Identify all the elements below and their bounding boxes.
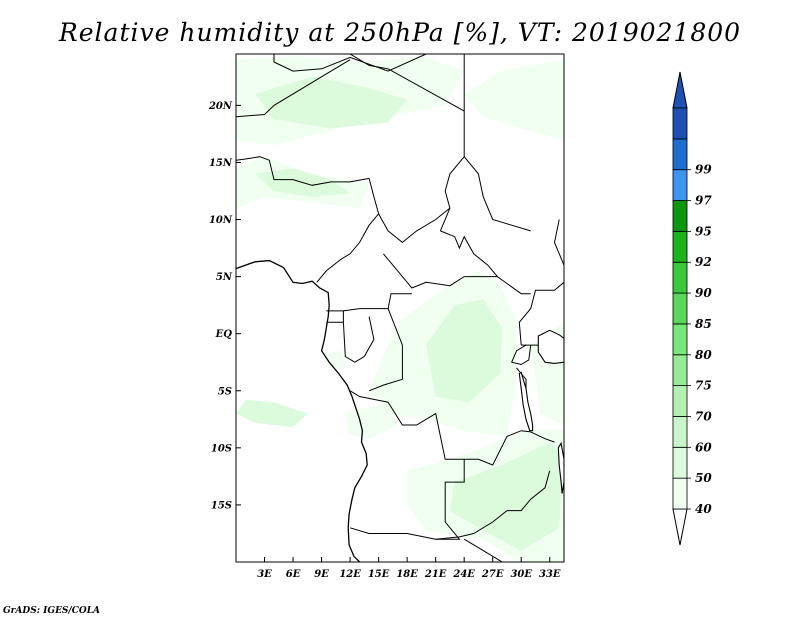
colorbar-segment: [672, 416, 688, 448]
colorbar-segment: [672, 354, 688, 387]
credit-label: GrADS: IGES/COLA: [3, 606, 100, 616]
humidity-region-congo-core: [426, 299, 503, 403]
x-tick-label: 33E: [539, 569, 561, 580]
x-tick-label: 18E: [396, 569, 418, 580]
lake-outline: [557, 441, 564, 494]
colorbar-segment: [672, 200, 688, 232]
border-line: [236, 59, 351, 118]
x-tick-label: 6E: [286, 569, 301, 580]
colorbar-label: 97: [695, 194, 712, 208]
colorbar-low-arrow: [672, 508, 688, 546]
colorbar-high-arrow: [672, 71, 688, 109]
humidity-region-sahel-mid-band: [255, 76, 408, 129]
y-axis: 20N 15N 10N 5N EQ 5S 10S 15S: [208, 101, 241, 511]
y-tick-label: 15S: [211, 500, 232, 511]
humidity-field: [236, 56, 564, 562]
colorbar-segment: [672, 261, 688, 294]
border-line: [440, 230, 498, 277]
lake-outline: [518, 371, 534, 432]
border-line: [273, 54, 427, 72]
lakes: [518, 329, 564, 494]
colorbar-label: 85: [695, 317, 712, 331]
map-border: [235, 53, 565, 563]
x-tick-label: 24E: [452, 569, 475, 580]
y-tick-label: 10N: [209, 215, 233, 226]
border-line: [236, 156, 370, 186]
border-line: [511, 344, 532, 366]
humidity-region-northeast-band: [464, 59, 564, 140]
colorbar-segment: [672, 385, 688, 417]
border-line: [463, 538, 503, 562]
border-line: [463, 156, 531, 232]
border-line: [518, 281, 564, 346]
colorbar-label: 75: [695, 379, 712, 393]
coastline: [236, 259, 368, 562]
x-tick-label: 21E: [424, 569, 447, 580]
colorbar-segment: [672, 138, 688, 171]
y-tick-label: 10S: [211, 443, 232, 454]
coastline-line: [236, 259, 368, 562]
country-borders: [236, 54, 564, 562]
border-line: [316, 178, 380, 283]
border-line: [342, 316, 375, 363]
colorbar-label: 70: [695, 409, 712, 423]
x-axis: 3E 6E 9E 12E 15E 18E 21E 24E 27E 30E 33E: [257, 557, 561, 580]
colorbar-label: 60: [695, 440, 712, 454]
x-tick-label: 3E: [257, 569, 272, 580]
y-tick-label: EQ: [215, 329, 233, 340]
y-tick-label: 15N: [209, 158, 233, 169]
border-line: [378, 207, 451, 244]
x-tick-label: 15E: [368, 569, 390, 580]
border-line: [349, 390, 465, 460]
colorbar-segment: [672, 169, 688, 201]
border-line: [326, 293, 412, 312]
colorbar-label: 92: [695, 255, 712, 269]
colorbar-label: 50: [695, 471, 712, 485]
lake-outline: [537, 329, 564, 364]
humidity-region-ocean-patch: [236, 399, 308, 428]
colorbar-segment: [672, 477, 688, 510]
humidity-region-zambia-core: [449, 442, 564, 551]
x-tick-label: 12E: [339, 569, 361, 580]
border-line: [368, 308, 403, 392]
y-tick-label: 5N: [216, 272, 233, 283]
border-line: [553, 219, 564, 266]
x-tick-label: 30E: [510, 569, 532, 580]
y-tick-label: 20N: [208, 101, 233, 112]
x-tick-label: 9E: [314, 569, 329, 580]
colorbar-segment: [672, 323, 688, 356]
colorbar-segment: [672, 292, 688, 325]
colorbar-label: 40: [695, 502, 712, 516]
chart-title: Relative humidity at 250hPa [%], VT: 201…: [58, 18, 741, 47]
border-line: [530, 431, 555, 443]
border-line: [349, 459, 465, 540]
colorbar-label: 99: [695, 163, 712, 177]
border-line: [383, 253, 531, 295]
colorbar: 40 50 60 70 75 80 85 90 92 95 97 99: [672, 71, 712, 546]
colorbar-label: 95: [695, 224, 712, 238]
colorbar-segment: [672, 446, 688, 479]
map-frame: [235, 53, 565, 563]
y-tick-label: 5S: [218, 386, 232, 397]
humidity-region-gabon-patch: [324, 350, 346, 371]
colorbar-label: 90: [695, 286, 712, 300]
x-tick-label: 27E: [481, 569, 504, 580]
humidity-region-angola-patch: [345, 404, 398, 439]
colorbar-segment: [672, 107, 688, 140]
border-line: [435, 470, 551, 540]
border-line: [464, 430, 531, 466]
colorbar-segment: [672, 230, 688, 263]
colorbar-label: 80: [695, 348, 712, 362]
